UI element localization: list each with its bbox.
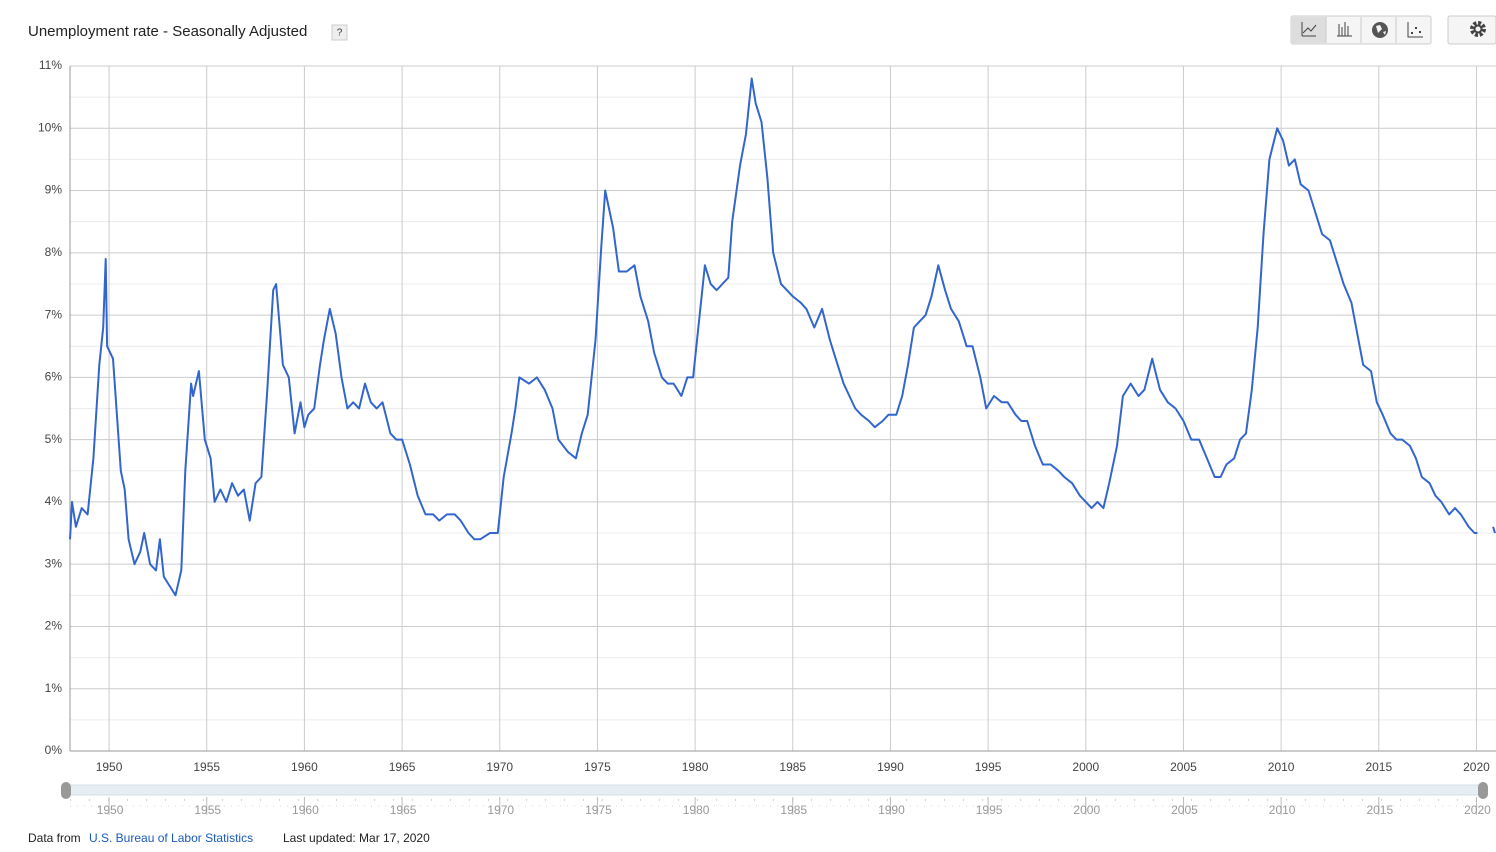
slider-tick-label: 1985 [780,803,807,817]
data-line [69,77,1496,597]
x-tick-label: 2005 [1170,760,1197,774]
chart-type-toolbar [1290,15,1496,45]
scatter-dot [1411,32,1413,34]
slider-tick-label: 1965 [390,803,417,817]
x-tick-label: 1955 [193,760,220,774]
slider-tick-label: 2020 [1464,803,1491,817]
gear-hub [1473,24,1483,34]
slider-tick-label: 2010 [1269,803,1296,817]
scatter-dot [1419,31,1421,33]
y-tick-label: 2% [45,619,63,633]
slider-track[interactable] [65,784,1483,796]
y-tick-label: 5% [45,432,63,446]
x-tick-label: 1990 [877,760,904,774]
chart-title: Unemployment rate - Seasonally Adjusted [28,23,307,40]
y-tick-label: 8% [45,245,63,259]
x-tick-label: 1950 [96,760,123,774]
x-tick-label: 1970 [486,760,513,774]
y-tick-label: 7% [45,307,63,321]
slider-handle-left[interactable] [61,782,71,799]
slider-handle-right[interactable] [1478,782,1488,799]
source-prefix: Data from [28,831,81,845]
bar-icon[interactable] [1337,22,1352,37]
source-link[interactable]: U.S. Bureau of Labor Statistics [89,831,253,845]
slider-tick-label: 1995 [976,803,1003,817]
x-tick-label: 1965 [389,760,416,774]
line-icon[interactable] [1301,22,1317,37]
x-tick-label: 1995 [975,760,1002,774]
slider-tick-label: 1980 [683,803,710,817]
y-tick-label: 10% [38,120,62,134]
slider-tick-label: 2005 [1171,803,1198,817]
settings-button[interactable] [1447,15,1496,45]
slider-tick-label: 1975 [585,803,612,817]
help-box[interactable] [331,24,348,41]
line-chart-button[interactable] [1292,17,1326,43]
range-slider[interactable]: 1950 1955 1960 1965 1970 1975 1980 1985 1990 1995… [61,782,1491,817]
help-icon[interactable]: ? [337,28,343,39]
last-updated: Last updated: Mar 17, 2020 [283,831,430,845]
map-icon-land [1376,25,1386,35]
y-tick-label: 0% [45,743,63,757]
x-tick-label: 2015 [1365,760,1392,774]
slider-tick-label: 1955 [194,803,221,817]
slider-tick-label: 1950 [97,803,124,817]
scatter-icon[interactable] [1407,22,1423,38]
x-tick-label: 1985 [779,760,806,774]
slider-tick-label: 1970 [487,803,514,817]
slider-tick-label: 1960 [292,803,319,817]
y-tick-label: 1% [45,681,63,695]
scatter-dot [1415,27,1417,29]
y-tick-label: 6% [45,370,63,384]
grid [70,65,1496,752]
y-tick-label: 11% [39,58,62,72]
x-tick-label: 1960 [291,760,318,774]
x-tick-label: 1975 [584,760,611,774]
slider-tick-label: 2015 [1366,803,1393,817]
y-tick-label: 9% [45,183,63,197]
gear-icon[interactable] [1470,21,1486,37]
y-tick-label: 3% [45,556,63,570]
x-tick-label: 1980 [682,760,709,774]
x-tick-label: 2020 [1463,760,1490,774]
x-tick-label: 2000 [1072,760,1099,774]
x-tick-label: 2010 [1268,760,1295,774]
slider-tick-label: 1990 [878,803,905,817]
slider-tick-label: 2000 [1073,803,1100,817]
y-tick-label: 4% [45,494,63,508]
